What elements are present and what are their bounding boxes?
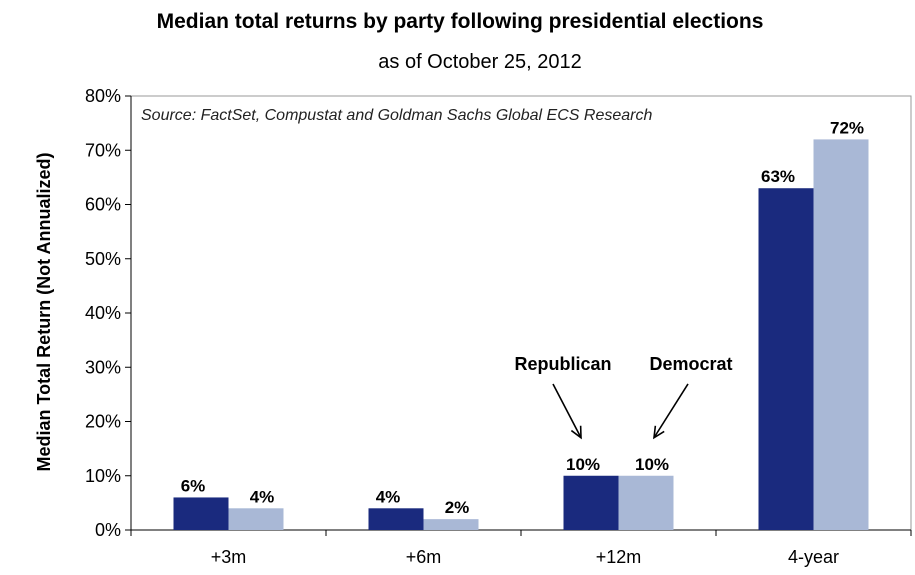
bar-democrat bbox=[618, 475, 674, 530]
source-note: Source: FactSet, Compustat and Goldman S… bbox=[141, 107, 652, 124]
y-tick-label: 10% bbox=[85, 466, 121, 486]
x-tick-label: +12m bbox=[596, 547, 642, 567]
bars bbox=[173, 139, 869, 530]
callout-democrat: Democrat bbox=[649, 354, 732, 374]
y-tick-label: 20% bbox=[85, 412, 121, 432]
callout-arrow bbox=[552, 383, 582, 439]
y-tick-label: 0% bbox=[95, 520, 121, 540]
callout-arrowhead bbox=[570, 425, 582, 440]
bar-republican bbox=[758, 188, 814, 530]
bar-value-label: 72% bbox=[830, 118, 864, 137]
y-tick-label: 80% bbox=[85, 86, 121, 106]
x-axis: +3m +6m +12m 4-year bbox=[130, 529, 912, 567]
x-tick-label: +3m bbox=[211, 547, 247, 567]
y-axis: 0% 10% 20% 30% 40% 50% 60% 70% 80% bbox=[85, 86, 132, 540]
x-tick-label: +6m bbox=[406, 547, 442, 567]
y-tick-label: 70% bbox=[85, 140, 121, 160]
y-tick-label: 60% bbox=[85, 195, 121, 215]
x-tick-label: 4-year bbox=[788, 547, 839, 567]
bar-republican bbox=[368, 508, 424, 530]
bar-value-label: 63% bbox=[761, 167, 795, 186]
callout-republican: Republican bbox=[514, 354, 611, 374]
bar-value-label: 4% bbox=[250, 487, 275, 506]
bar-republican bbox=[173, 497, 229, 530]
bar-labels: 6% 4% 4% 2% 10% 10% 63% 72% bbox=[181, 118, 864, 517]
bar-democrat bbox=[228, 508, 284, 530]
y-axis-label: Median Total Return (Not Annualized) bbox=[34, 153, 54, 472]
callout-arrowhead bbox=[653, 425, 665, 440]
bar-value-label: 10% bbox=[635, 455, 669, 474]
callout-arrow bbox=[653, 383, 689, 439]
bar-value-label: 6% bbox=[181, 476, 206, 495]
bar-republican bbox=[563, 475, 619, 530]
bar-value-label: 4% bbox=[376, 487, 401, 506]
bar-democrat bbox=[813, 139, 869, 530]
y-tick-label: 40% bbox=[85, 303, 121, 323]
series-callouts: Republican Democrat bbox=[514, 354, 733, 440]
bar-value-label: 2% bbox=[445, 498, 470, 517]
y-tick-label: 30% bbox=[85, 357, 121, 377]
chart-subtitle: as of October 25, 2012 bbox=[378, 51, 581, 73]
bar-value-label: 10% bbox=[566, 455, 600, 474]
y-tick-label: 50% bbox=[85, 249, 121, 269]
bar-democrat bbox=[423, 519, 479, 530]
chart-title: Median total returns by party following … bbox=[157, 10, 764, 33]
